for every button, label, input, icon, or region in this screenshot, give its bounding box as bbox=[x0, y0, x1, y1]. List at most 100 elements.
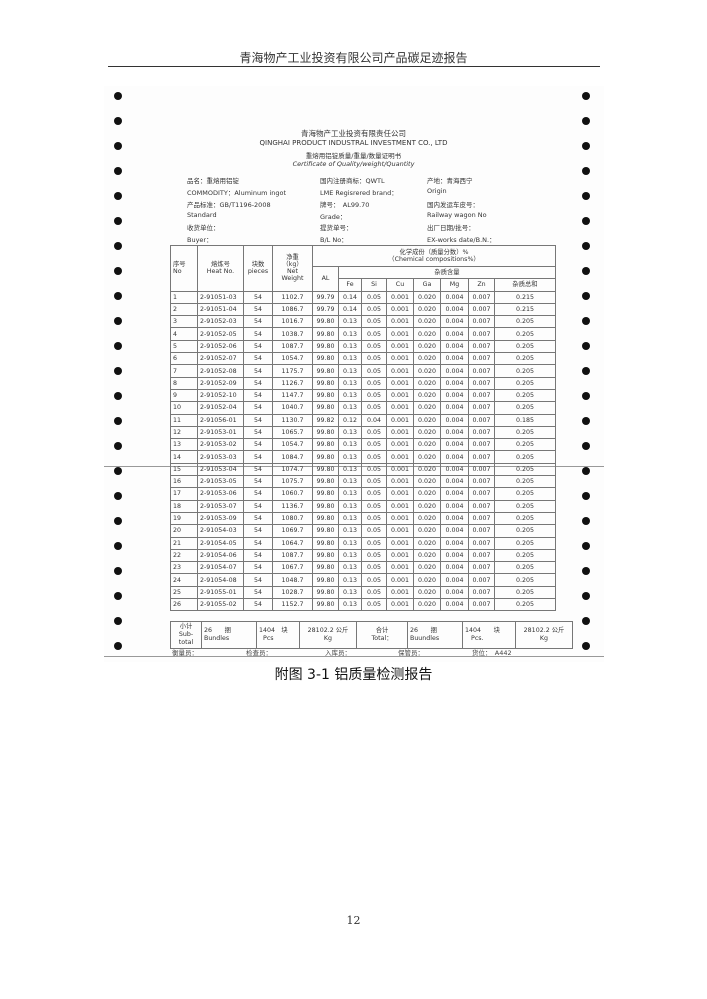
cell-impurity-total: 0.205 bbox=[494, 511, 556, 526]
cell-fe: 0.13 bbox=[338, 401, 362, 415]
grade-cn: 牌号： AL99.70 bbox=[320, 201, 370, 209]
sprocket-hole bbox=[114, 267, 122, 275]
cell-cu: 0.001 bbox=[386, 352, 414, 366]
cell-impurity-total: 0.205 bbox=[494, 401, 556, 415]
cell-pieces: 54 bbox=[243, 499, 273, 513]
cell-heat-no: 2-91052-10 bbox=[197, 388, 244, 403]
sprocket-hole bbox=[114, 442, 122, 450]
cell-no: 17 bbox=[170, 487, 198, 501]
cell-al: 99.80 bbox=[312, 450, 339, 464]
cell-heat-no: 2-91051-04 bbox=[197, 302, 244, 317]
cell-ga: 0.020 bbox=[413, 327, 441, 341]
sprocket-hole bbox=[114, 567, 122, 575]
cell-cu: 0.001 bbox=[386, 290, 414, 304]
cell-zn: 0.007 bbox=[468, 511, 495, 526]
cell-heat-no: 2-91054-07 bbox=[197, 561, 244, 575]
sprocket-hole bbox=[114, 417, 122, 425]
cell-mg: 0.004 bbox=[440, 352, 469, 366]
cell-si: 0.05 bbox=[361, 536, 387, 550]
subtotal-bundles: 26 捆 Bundles bbox=[201, 621, 257, 649]
cell-net-weight: 1060.7 bbox=[272, 487, 313, 501]
subtotal-pcs: 1404 块 Pcs bbox=[256, 621, 300, 649]
cell-no: 26 bbox=[170, 598, 198, 612]
cell-fe: 0.13 bbox=[338, 561, 362, 575]
cell-ga: 0.020 bbox=[413, 598, 441, 612]
table-row: 13 2-91053-02 54 1054.7 99.80 0.13 0.05 0.001 0.… bbox=[170, 438, 556, 452]
brand-en: LME Regisrered brand： bbox=[320, 189, 398, 197]
cell-al: 99.82 bbox=[312, 413, 339, 427]
cell-ga: 0.020 bbox=[413, 315, 441, 329]
sprocket-hole bbox=[114, 392, 122, 400]
cell-mg: 0.004 bbox=[440, 364, 469, 378]
header-pieces: 块数 pieces bbox=[243, 245, 273, 292]
cell-al: 99.80 bbox=[312, 462, 339, 477]
cell-impurity-total: 0.205 bbox=[494, 462, 556, 477]
cell-zn: 0.007 bbox=[468, 548, 495, 563]
cell-fe: 0.13 bbox=[338, 425, 362, 440]
cell-heat-no: 2-91054-03 bbox=[197, 524, 244, 538]
cell-zn: 0.007 bbox=[468, 327, 495, 341]
cell-no: 13 bbox=[170, 438, 198, 452]
cell-si: 0.05 bbox=[361, 401, 387, 415]
cell-impurity-total: 0.205 bbox=[494, 327, 556, 341]
cell-heat-no: 2-91055-02 bbox=[197, 598, 244, 612]
commodity-en: COMMODITY：Aluminum ingot bbox=[187, 189, 287, 197]
cell-mg: 0.004 bbox=[440, 290, 469, 304]
cell-cu: 0.001 bbox=[386, 302, 414, 317]
cell-fe: 0.13 bbox=[338, 585, 362, 600]
cell-al: 99.80 bbox=[312, 425, 339, 440]
wagon-cn: 国内发运车皮号： bbox=[427, 201, 479, 209]
table-row: 20 2-91054-03 54 1069.7 99.80 0.13 0.05 0.001 0.… bbox=[170, 524, 556, 538]
cell-no: 3 bbox=[170, 315, 198, 329]
cell-no: 25 bbox=[170, 585, 198, 600]
page-header: 青海物产工业投资有限公司产品碳足迹报告 bbox=[239, 51, 468, 65]
cell-ga: 0.020 bbox=[413, 302, 441, 317]
sprocket-hole bbox=[582, 242, 590, 250]
cell-no: 6 bbox=[170, 352, 198, 366]
cell-ga: 0.020 bbox=[413, 339, 441, 354]
cell-heat-no: 2-91052-06 bbox=[197, 339, 244, 354]
cell-heat-no: 2-91053-03 bbox=[197, 450, 244, 464]
cell-impurity-total: 0.205 bbox=[494, 425, 556, 440]
sprocket-hole bbox=[582, 92, 590, 100]
cell-net-weight: 1084.7 bbox=[272, 450, 313, 464]
cell-si: 0.05 bbox=[361, 376, 387, 390]
sprocket-hole bbox=[582, 117, 590, 125]
cell-net-weight: 1130.7 bbox=[272, 413, 313, 427]
cell-al: 99.80 bbox=[312, 315, 339, 329]
cell-cu: 0.001 bbox=[386, 499, 414, 513]
cell-impurity-total: 0.215 bbox=[494, 290, 556, 304]
page-number: 12 bbox=[346, 914, 361, 927]
cell-si: 0.04 bbox=[361, 413, 387, 427]
cell-ga: 0.020 bbox=[413, 425, 441, 440]
sprocket-hole bbox=[114, 592, 122, 600]
cell-pieces: 54 bbox=[243, 487, 273, 501]
cell-pieces: 54 bbox=[243, 585, 273, 600]
table-row: 17 2-91053-06 54 1060.7 99.80 0.13 0.05 0.001 0.… bbox=[170, 487, 556, 501]
sprocket-hole bbox=[114, 142, 122, 150]
cell-fe: 0.13 bbox=[338, 352, 362, 366]
cell-fe: 0.13 bbox=[338, 487, 362, 501]
cell-mg: 0.004 bbox=[440, 327, 469, 341]
cell-al: 99.80 bbox=[312, 524, 339, 538]
cell-cu: 0.001 bbox=[386, 339, 414, 354]
cell-si: 0.05 bbox=[361, 327, 387, 341]
cell-mg: 0.004 bbox=[440, 388, 469, 403]
cell-al: 99.80 bbox=[312, 548, 339, 563]
cell-no: 10 bbox=[170, 401, 198, 415]
cell-ga: 0.020 bbox=[413, 511, 441, 526]
sprocket-hole bbox=[582, 367, 590, 375]
cell-zn: 0.007 bbox=[468, 425, 495, 440]
cell-mg: 0.004 bbox=[440, 438, 469, 452]
table-row: 8 2-91052-09 54 1126.7 99.80 0.13 0.05 0.001 0.0… bbox=[170, 376, 556, 390]
table-row: 6 2-91052-07 54 1054.7 99.80 0.13 0.05 0.001 0.0… bbox=[170, 352, 556, 366]
sprocket-hole bbox=[114, 242, 122, 250]
cell-mg: 0.004 bbox=[440, 450, 469, 464]
cell-no: 2 bbox=[170, 302, 198, 317]
cell-mg: 0.004 bbox=[440, 339, 469, 354]
cell-heat-no: 2-91053-09 bbox=[197, 511, 244, 526]
sprocket-hole bbox=[582, 342, 590, 350]
cell-fe: 0.13 bbox=[338, 462, 362, 477]
cell-net-weight: 1054.7 bbox=[272, 352, 313, 366]
cell-heat-no: 2-91053-06 bbox=[197, 487, 244, 501]
